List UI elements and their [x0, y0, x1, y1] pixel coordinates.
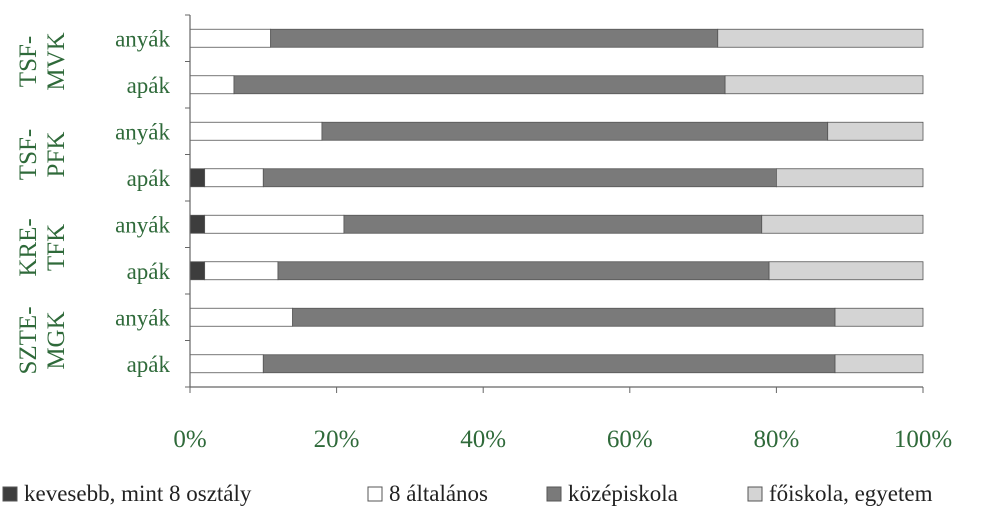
- x-tick-label: 0%: [173, 426, 206, 453]
- y-axis-labels: anyák apák anyák apák anyák apák anyák apák TSF-…: [15, 26, 170, 377]
- bar-segment: [768, 261, 924, 281]
- legend-swatch: [546, 486, 562, 502]
- bar-segment: [233, 75, 726, 95]
- bar-segment: [204, 168, 264, 188]
- row-label: anyák: [115, 305, 170, 330]
- bar-segment: [189, 75, 235, 95]
- bar-segment: [827, 121, 924, 141]
- row-label: apák: [127, 166, 171, 191]
- row-label: apák: [127, 259, 171, 284]
- row-label: apák: [127, 352, 171, 377]
- bar-segment: [761, 214, 924, 234]
- x-tick-label: 60%: [607, 426, 653, 453]
- x-tick-label: 20%: [314, 426, 360, 453]
- bar-segment: [189, 307, 294, 327]
- bar-segment: [321, 121, 829, 141]
- legend-label: kevesebb, mint 8 osztály: [24, 481, 252, 506]
- x-tick-label: 40%: [460, 426, 506, 453]
- row-label: anyák: [115, 119, 170, 144]
- bar-segment: [189, 121, 323, 141]
- bar-segment: [292, 307, 836, 327]
- bar-segment: [204, 214, 345, 234]
- x-tick-label: 80%: [753, 426, 799, 453]
- group-label: TSF-PFK: [15, 129, 70, 180]
- bar-segment: [834, 307, 924, 327]
- bar-segment: [262, 354, 836, 374]
- group-label: TSF-MVK: [15, 32, 70, 90]
- bar-segment: [270, 28, 719, 48]
- legend-swatch: [2, 486, 18, 502]
- bar-segment: [717, 28, 924, 48]
- x-tick-label: 100%: [894, 426, 952, 453]
- bar-segment: [776, 168, 924, 188]
- legend-label: középiskola: [568, 481, 678, 506]
- bar-segment: [343, 214, 763, 234]
- x-axis: 0% 20% 40% 60% 80% 100%: [173, 14, 952, 453]
- bar-segment: [189, 261, 206, 281]
- bar-segment: [189, 354, 264, 374]
- bar-segment: [724, 75, 924, 95]
- legend-swatch: [747, 486, 763, 502]
- row-label: apák: [127, 73, 171, 98]
- group-label: KRE-TFK: [15, 218, 70, 276]
- legend: kevesebb, mint 8 osztály 8 általános közép…: [2, 481, 933, 506]
- bar-segment: [204, 261, 279, 281]
- legend-label: főiskola, egyetem: [769, 481, 933, 506]
- group-label: SZTE-MGK: [15, 306, 70, 374]
- bar-segment: [834, 354, 924, 374]
- row-label: anyák: [115, 26, 170, 51]
- bar-segment: [189, 28, 272, 48]
- row-label: anyák: [115, 212, 170, 237]
- legend-label: 8 általános: [389, 481, 488, 506]
- bar-segment: [189, 168, 206, 188]
- bar-segment: [277, 261, 770, 281]
- legend-swatch: [367, 486, 383, 502]
- bar-segment: [189, 214, 206, 234]
- bar-segment: [262, 168, 777, 188]
- bar-area: [189, 28, 924, 374]
